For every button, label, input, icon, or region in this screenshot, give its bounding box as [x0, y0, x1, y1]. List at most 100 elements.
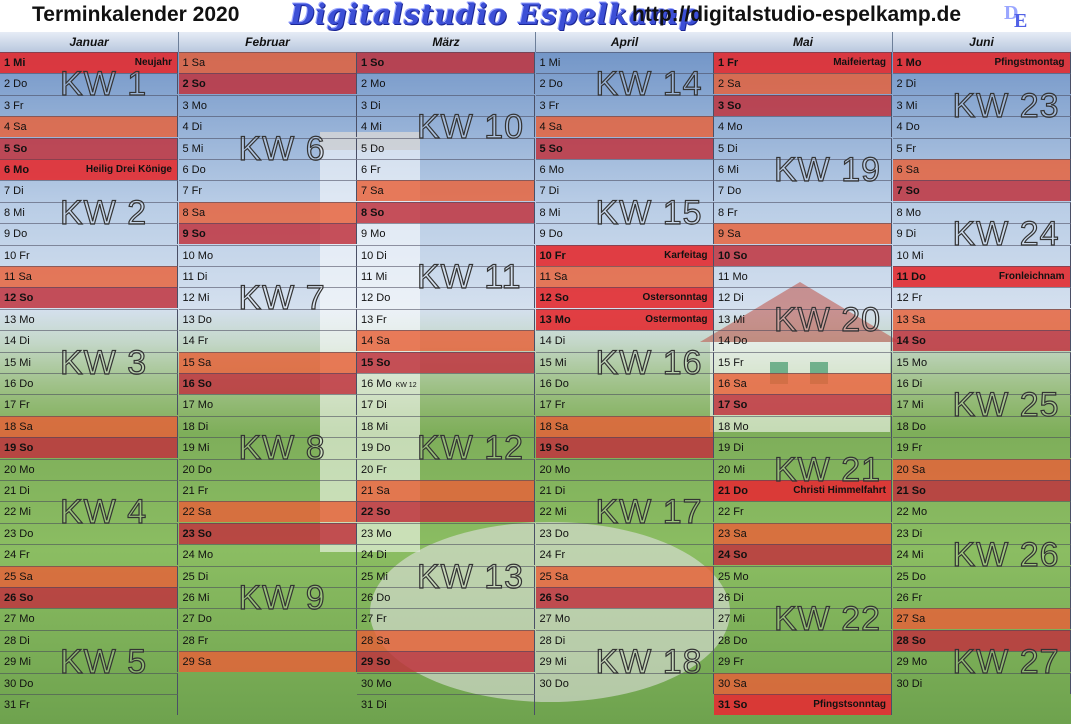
day-cell[interactable]: 1 Fr Maifeiertag	[714, 52, 892, 73]
day-cell[interactable]: 1 Sa	[178, 52, 357, 73]
day-cell[interactable]: 28 Di	[535, 629, 714, 651]
day-cell[interactable]: 3 Fr	[0, 94, 178, 116]
day-cell[interactable]: 13 Mo Ostermontag	[535, 308, 714, 330]
day-cell[interactable]: 22 Fr	[714, 501, 892, 523]
day-cell[interactable]: 8 Mi	[0, 201, 178, 223]
day-cell[interactable]: 24 Fr	[0, 544, 178, 566]
day-cell[interactable]: 23 Sa	[714, 522, 892, 544]
day-cell[interactable]: 8 Sa	[178, 201, 357, 223]
day-cell[interactable]: 30 Sa	[714, 672, 892, 694]
day-cell[interactable]: 19 So	[0, 437, 178, 459]
day-cell[interactable]: 9 Do	[0, 223, 178, 245]
day-cell[interactable]: 29 Sa	[178, 651, 357, 673]
day-cell[interactable]: 12 Mi	[178, 287, 357, 309]
day-cell[interactable]: 20 Mo	[0, 458, 178, 480]
day-cell[interactable]: 19 Mi	[178, 437, 357, 459]
day-cell[interactable]: 19 Fr	[892, 437, 1071, 459]
day-cell[interactable]: 17 Di	[357, 394, 535, 416]
day-cell[interactable]: 4 Mi	[357, 116, 535, 138]
day-cell[interactable]: 16 Di	[892, 373, 1071, 394]
day-cell[interactable]: 3 So	[714, 94, 892, 116]
day-cell[interactable]: 14 Di	[0, 330, 178, 352]
day-cell[interactable]: 30 Do	[0, 672, 178, 694]
day-cell[interactable]: 12 So	[0, 287, 178, 309]
day-cell[interactable]: 15 Mi	[0, 351, 178, 373]
day-cell[interactable]: 6 Mo	[535, 159, 714, 180]
day-cell[interactable]: 4 Do	[892, 116, 1071, 138]
day-cell[interactable]: 6 Do	[178, 159, 357, 180]
day-cell[interactable]: 1 Mi Neujahr	[0, 52, 178, 73]
day-cell[interactable]: 9 Mo	[357, 223, 535, 245]
day-cell[interactable]: 26 Do	[357, 587, 535, 608]
day-cell[interactable]: 8 Fr	[714, 201, 892, 223]
day-cell[interactable]: 19 Di	[714, 437, 892, 459]
day-cell[interactable]: 14 Sa	[357, 330, 535, 352]
day-cell[interactable]: 7 Fr	[178, 180, 357, 202]
day-cell[interactable]: 2 Mo	[357, 73, 535, 95]
day-cell[interactable]: 14 So	[892, 330, 1071, 352]
day-cell[interactable]: 2 Di	[892, 73, 1071, 95]
day-cell[interactable]: 10 So	[714, 244, 892, 266]
day-cell[interactable]: 31 So Pfingstsonntag	[714, 694, 892, 715]
day-cell[interactable]: 7 So	[892, 180, 1071, 202]
day-cell[interactable]: 31 Di	[357, 694, 535, 715]
day-cell[interactable]: 22 Sa	[178, 501, 357, 523]
day-cell[interactable]: 19 So	[535, 437, 714, 459]
day-cell[interactable]: 15 Mi	[535, 351, 714, 373]
day-cell[interactable]: 20 Do	[178, 458, 357, 480]
day-cell[interactable]: 15 Mo	[892, 351, 1071, 373]
day-cell[interactable]: 5 Di	[714, 137, 892, 159]
day-cell[interactable]: 16 Do	[535, 373, 714, 394]
day-cell[interactable]: 24 So	[714, 544, 892, 566]
day-cell[interactable]: 26 Fr	[892, 587, 1071, 608]
day-cell[interactable]: 25 Mo	[714, 565, 892, 587]
day-cell[interactable]: 3 Mi	[892, 94, 1071, 116]
day-cell[interactable]: 20 Mo	[535, 458, 714, 480]
day-cell[interactable]: 3 Di	[357, 94, 535, 116]
day-cell[interactable]: 25 Di	[178, 565, 357, 587]
day-cell[interactable]: 28 So	[892, 629, 1071, 651]
day-cell[interactable]: 29 Mi	[0, 651, 178, 673]
day-cell[interactable]: 29 Fr	[714, 651, 892, 673]
day-cell[interactable]: 30 Mo	[357, 672, 535, 694]
day-cell[interactable]: 21 Do Christi Himmelfahrt	[714, 480, 892, 501]
day-cell[interactable]: 25 Do	[892, 565, 1071, 587]
day-cell[interactable]: 8 So	[357, 201, 535, 223]
day-cell[interactable]: 23 Di	[892, 522, 1071, 544]
day-cell[interactable]: 11 Sa	[0, 266, 178, 287]
day-cell[interactable]: 31 Fr	[0, 694, 178, 715]
day-cell[interactable]: 28 Fr	[178, 629, 357, 651]
day-cell[interactable]: 21 Sa	[357, 480, 535, 501]
day-cell[interactable]: 6 Sa	[892, 159, 1071, 180]
day-cell[interactable]: 5 Mi	[178, 137, 357, 159]
day-cell[interactable]: 1 Mo Pfingstmontag	[892, 52, 1071, 73]
day-cell[interactable]: 17 Mi	[892, 394, 1071, 416]
day-cell[interactable]: 18 Mi	[357, 415, 535, 437]
day-cell[interactable]: 18 Mo	[714, 415, 892, 437]
day-cell[interactable]: 30 Di	[892, 672, 1071, 694]
day-cell[interactable]: 11 Mo	[714, 266, 892, 287]
day-cell[interactable]: 5 Fr	[892, 137, 1071, 159]
day-cell[interactable]: 24 Mi	[892, 544, 1071, 566]
day-cell[interactable]: 4 Sa	[0, 116, 178, 138]
website-url[interactable]: http://digitalstudio-espelkamp.de	[632, 3, 962, 26]
day-cell[interactable]: 27 Sa	[892, 608, 1071, 630]
day-cell[interactable]: 23 Mo	[357, 522, 535, 544]
day-cell[interactable]: 7 Do	[714, 180, 892, 202]
day-cell[interactable]: 15 Fr	[714, 351, 892, 373]
day-cell[interactable]: 1 So	[357, 52, 535, 73]
day-cell[interactable]: 3 Fr	[535, 94, 714, 116]
day-cell[interactable]: 2 So	[178, 73, 357, 95]
day-cell[interactable]: 22 So	[357, 501, 535, 523]
day-cell[interactable]: 25 Sa	[535, 565, 714, 587]
day-cell[interactable]: 19 Do	[357, 437, 535, 459]
day-cell[interactable]: 27 Mo	[0, 608, 178, 630]
day-cell[interactable]: 24 Mo	[178, 544, 357, 566]
day-cell[interactable]: 1 Mi	[535, 52, 714, 73]
day-cell[interactable]: 4 Mo	[714, 116, 892, 138]
day-cell[interactable]: 2 Do	[535, 73, 714, 95]
day-cell[interactable]: 6 Fr	[357, 159, 535, 180]
day-cell[interactable]: 13 Do	[178, 308, 357, 330]
day-cell[interactable]: 20 Fr	[357, 458, 535, 480]
day-cell[interactable]: 8 Mi	[535, 201, 714, 223]
